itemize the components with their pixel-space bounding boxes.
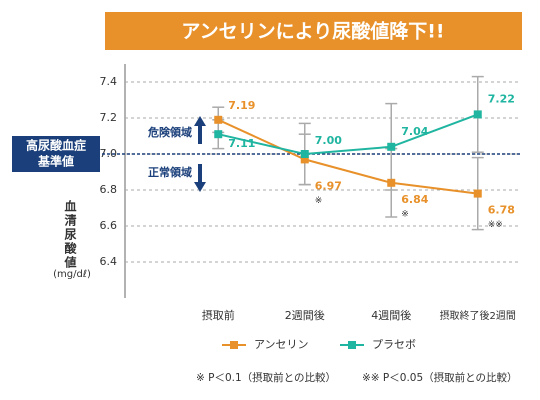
value-label: 7.19 [228, 99, 255, 112]
legend-marker [230, 341, 238, 349]
value-label: 7.22 [488, 92, 515, 105]
point [300, 150, 309, 158]
value-label: 7.04 [401, 125, 428, 138]
y-tick-label: 6.8 [100, 183, 118, 196]
reference-label: 高尿酸血症 [26, 138, 86, 153]
value-label: 6.97 [315, 179, 342, 192]
footnote: ※ P＜0.1（摂取前との比較） [196, 371, 336, 384]
y-tick-label: 7.2 [100, 111, 118, 124]
value-label: 6.84 [401, 193, 428, 206]
x-tick-label: 摂取前 [202, 308, 235, 322]
reference-label: 基準値 [37, 154, 74, 169]
point [300, 155, 309, 164]
x-tick-label: 摂取終了後2週間 [440, 309, 516, 322]
footnote: ※※ P＜0.05（摂取前との比較） [362, 371, 518, 384]
series-line [218, 113, 479, 156]
point [387, 142, 396, 151]
title-banner [105, 12, 522, 50]
point [387, 178, 396, 187]
x-tick-label: 4週間後 [371, 308, 411, 322]
y-axis-unit: (mg/dℓ) [53, 269, 91, 280]
y-tick-label: 6.4 [100, 255, 118, 268]
significance-mark: ※※ [488, 220, 503, 230]
normal-label: 正常領域 [148, 165, 192, 179]
y-tick-label: 7.4 [100, 75, 118, 88]
value-label: 7.00 [315, 134, 342, 147]
point [214, 115, 223, 124]
danger-arrow-head [194, 116, 206, 126]
danger-label: 危険領域 [147, 125, 192, 139]
value-label: 7.11 [228, 137, 255, 150]
y-tick-label: 6.6 [100, 219, 118, 232]
x-tick-label: 2週間後 [285, 308, 325, 322]
point [473, 110, 482, 119]
point [473, 189, 482, 198]
legend-marker [348, 341, 356, 349]
legend-label: プラセボ [372, 338, 416, 351]
normal-arrow-head [194, 182, 206, 192]
point [214, 130, 223, 139]
legend-label: アンセリン [254, 338, 309, 351]
y-axis-label: 血清尿酸値 [63, 199, 77, 270]
significance-mark: ※ [401, 209, 409, 219]
chart-title: アンセリンにより尿酸値降下!! [181, 20, 444, 43]
value-label: 6.78 [488, 204, 515, 217]
reference-label-box [12, 136, 100, 172]
significance-mark: ※ [315, 196, 323, 206]
series-line [217, 118, 478, 195]
